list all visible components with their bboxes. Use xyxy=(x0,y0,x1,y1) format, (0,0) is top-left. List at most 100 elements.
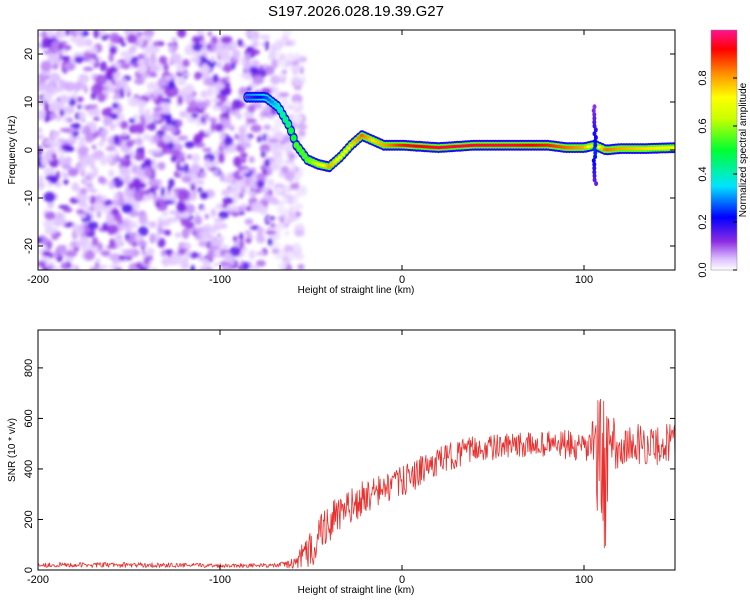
spectrogram-noise-blob xyxy=(231,210,240,217)
spectrogram-spike xyxy=(592,161,597,167)
spectrogram-noise-blob xyxy=(267,55,276,60)
spectrogram-noise-blob xyxy=(51,63,59,70)
spectrogram-noise-blob xyxy=(287,194,294,205)
spectrogram-noise-blob xyxy=(240,72,250,79)
spectrogram-noise-blob xyxy=(167,93,173,98)
spectrogram-noise-blob xyxy=(214,123,224,132)
spectrogram-track-core xyxy=(269,100,275,104)
spectrogram-noise-blob xyxy=(137,240,147,248)
spectrogram-track-core xyxy=(280,113,285,117)
spectrogram-noise-blob xyxy=(283,214,289,225)
spectrogram-noise-blob xyxy=(293,252,305,260)
spectrogram-noise-blob xyxy=(210,122,216,132)
spectrogram-noise-blob xyxy=(124,154,133,159)
spectrogram-noise-blob xyxy=(231,62,236,70)
spectrogram-noise-blob xyxy=(206,44,212,50)
spectrogram-noise-blob xyxy=(87,107,99,116)
spectrogram-noise-blob xyxy=(67,249,73,254)
spectrogram-noise-blob xyxy=(38,109,46,121)
spectrogram-noise-blob xyxy=(67,118,74,123)
spectrogram-noise-blob xyxy=(263,199,269,208)
spectrogram-track-core xyxy=(327,165,332,169)
spectrogram-noise-blob xyxy=(162,133,173,144)
spectrogram-noise-blob xyxy=(137,226,149,237)
spectrogram-noise-blob xyxy=(196,100,208,110)
y-tick-label: 0 xyxy=(23,567,35,573)
y-tick-label: 600 xyxy=(23,409,35,427)
spectrogram-track-core xyxy=(294,143,299,147)
colorbar-gradient xyxy=(711,30,737,270)
spectrogram-noise-blob xyxy=(179,157,186,163)
spectrogram-track-core xyxy=(291,136,296,140)
spectrogram-noise-blob xyxy=(177,190,189,202)
spectrogram-noise-blob xyxy=(291,163,296,173)
spectrogram-noise-blob xyxy=(58,33,66,39)
spectrogram-noise-blob xyxy=(123,85,131,93)
spectrogram-noise-blob xyxy=(59,127,72,133)
spectrogram-noise-blob xyxy=(184,172,197,178)
spectrogram-noise-blob xyxy=(133,114,138,120)
spectrogram-spike xyxy=(592,123,597,129)
spectrogram-noise-blob xyxy=(207,31,212,37)
spectrogram-noise-blob xyxy=(166,141,175,150)
spectrogram-noise-blob xyxy=(113,73,120,81)
spectrogram-noise-blob xyxy=(214,168,219,176)
spectrogram-noise-blob xyxy=(59,94,71,104)
spectrogram-noise-blob xyxy=(278,261,287,270)
spectrogram-track-core xyxy=(671,146,675,150)
spectrogram-noise-blob xyxy=(145,108,151,115)
spectrogram-noise-blob xyxy=(97,92,106,103)
spectrogram-noise-blob xyxy=(162,211,168,217)
spectrogram-noise-blob xyxy=(143,257,150,266)
spectrogram-noise-blob xyxy=(112,108,118,113)
spectrogram-noise-blob xyxy=(65,156,72,165)
spectrogram-noise-blob xyxy=(111,252,119,263)
spectrogram-spike xyxy=(592,115,597,121)
spectrogram-noise-blob xyxy=(194,215,203,226)
spectrogram-track-core xyxy=(286,122,291,126)
spectrogram-noise-blob xyxy=(263,186,269,191)
spectrogram-noise-blob xyxy=(274,186,284,195)
spectrogram-noise-blob xyxy=(283,183,290,194)
spectrogram-noise-blob xyxy=(47,265,54,270)
spectrogram-noise-blob xyxy=(46,240,53,250)
spectrogram-noise-blob xyxy=(51,153,57,159)
spectrogram-noise-blob xyxy=(93,30,100,39)
snr-y-ticks: 0 200 400 600 800 xyxy=(23,359,675,573)
spectrogram-noise-blob xyxy=(125,140,134,148)
spectrogram-noise-blob xyxy=(192,175,200,183)
spectrogram-noise-blob xyxy=(231,49,241,60)
spectrogram-noise-blob xyxy=(94,258,101,264)
spectrogram-noise-blob xyxy=(281,69,288,75)
spectrogram-noise-blob xyxy=(196,115,202,127)
spectrogram-noise-blob xyxy=(122,249,134,257)
spectrogram-noise-blob xyxy=(286,149,291,156)
spectrogram-track-core xyxy=(329,162,335,166)
spectrogram-noise-blob xyxy=(93,116,100,121)
spectrogram-noise-blob xyxy=(292,77,303,87)
spectrogram-noise-blob xyxy=(42,30,47,39)
spectrogram-noise-blob xyxy=(111,176,124,188)
spectrogram-noise-blob xyxy=(86,172,97,179)
spectrogram-noise-blob xyxy=(91,144,97,150)
spectrogram-noise-blob xyxy=(155,201,161,208)
spectrogram-noise-blob xyxy=(84,251,95,261)
spectrogram-track-core xyxy=(277,108,283,112)
spectrogram-noise-blob xyxy=(68,97,76,107)
spectrogram-spike xyxy=(592,177,597,183)
spectrogram-noise-blob xyxy=(137,53,145,60)
spectrogram-noise-blob xyxy=(176,76,187,86)
spectrogram-noise-blob xyxy=(199,230,204,239)
spectrogram-noise-blob xyxy=(200,90,208,99)
spectrogram-noise-blob xyxy=(274,254,285,260)
spectrogram-noise-blob xyxy=(116,234,123,240)
spectrogram-noise-blob xyxy=(181,228,190,239)
spectrogram-noise-blob xyxy=(199,191,209,200)
spectrogram-noise-blob xyxy=(61,170,67,179)
spectrogram-noise-blob xyxy=(212,223,221,231)
spectrogram-noise-blob xyxy=(165,114,173,126)
spectrogram-noise-blob xyxy=(244,230,252,236)
spectrogram-noise-blob xyxy=(124,174,131,186)
spectrogram-noise-blob xyxy=(120,50,131,59)
spectrogram-noise-blob xyxy=(203,232,208,243)
